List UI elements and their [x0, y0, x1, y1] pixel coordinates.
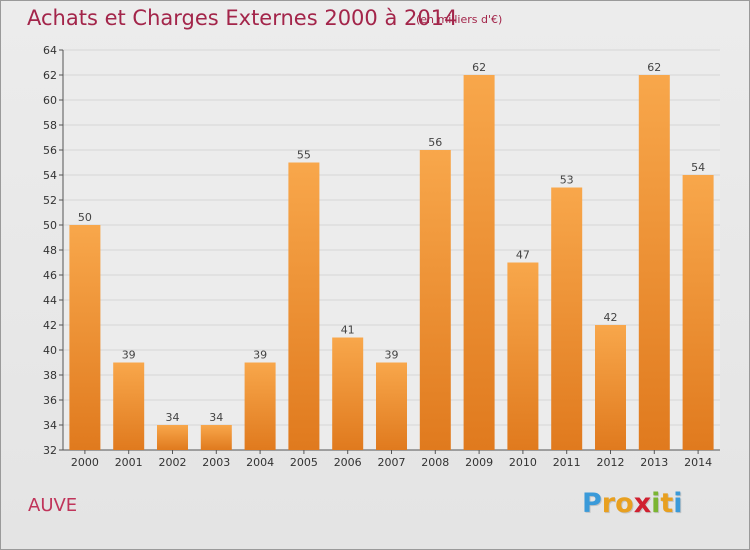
- bars: [69, 75, 714, 451]
- proxiti-logo[interactable]: Proxiti: [582, 488, 683, 519]
- x-tick-label: 2008: [421, 456, 449, 469]
- logo-letter: i: [651, 488, 661, 519]
- bar-2007[interactable]: [376, 362, 407, 451]
- y-tick-label: 56: [43, 144, 57, 157]
- data-label: 55: [297, 149, 311, 162]
- y-tick-label: 32: [43, 444, 57, 457]
- bar-2003[interactable]: [200, 425, 232, 450]
- y-tick-label: 42: [43, 319, 57, 332]
- data-label: 42: [604, 311, 618, 324]
- axes: 32 34 36 38 40 42 44 46 48 50 52 54 56 58 60 62 64 2000 20…: [43, 44, 720, 469]
- data-label: 39: [122, 349, 136, 362]
- logo-letter: r: [601, 488, 616, 519]
- y-tick-label: 48: [43, 244, 57, 257]
- data-label: 62: [647, 61, 661, 74]
- bar-2013[interactable]: [638, 75, 670, 450]
- x-tick-label: 2004: [246, 456, 274, 469]
- bar-2006[interactable]: [332, 337, 364, 451]
- y-tick-label: 50: [43, 219, 57, 232]
- bar-2001[interactable]: [113, 362, 145, 451]
- data-label: 50: [78, 211, 92, 224]
- logo-letter: i: [673, 488, 683, 519]
- logo-letter: P: [582, 488, 602, 519]
- bar-2000[interactable]: [69, 225, 101, 450]
- x-tick-label: 2012: [597, 456, 625, 469]
- y-tick-label: 62: [43, 69, 57, 82]
- x-tick-label: 2010: [509, 456, 537, 469]
- data-label: 39: [385, 349, 399, 362]
- y-tick-label: 44: [43, 294, 57, 307]
- x-tick-label: 2005: [290, 456, 318, 469]
- y-tick-label: 36: [43, 394, 57, 407]
- data-label: 41: [341, 324, 355, 337]
- data-label: 34: [209, 411, 223, 424]
- x-tick-label: 2000: [71, 456, 99, 469]
- data-label: 54: [691, 161, 705, 174]
- y-tick-label: 40: [43, 344, 57, 357]
- data-label: 53: [560, 174, 574, 187]
- y-tick-label: 64: [43, 44, 57, 57]
- bar-2002[interactable]: [157, 425, 188, 450]
- y-tick-label: 54: [43, 169, 57, 182]
- x-tick-label: 2002: [159, 456, 187, 469]
- data-label: 39: [253, 349, 267, 362]
- bar-2014[interactable]: [682, 175, 714, 450]
- x-tick-label: 2006: [334, 456, 362, 469]
- data-label: 47: [516, 249, 530, 262]
- bar-2005[interactable]: [288, 162, 320, 451]
- bar-2012[interactable]: [595, 325, 626, 450]
- bar-2004[interactable]: [244, 362, 276, 451]
- data-label: 56: [428, 136, 442, 149]
- logo-letter: t: [660, 488, 674, 519]
- logo-letter: x: [633, 488, 652, 519]
- bar-2009[interactable]: [463, 75, 495, 450]
- x-tick-label: 2001: [115, 456, 143, 469]
- chart-title: Achats et Charges Externes 2000 à 2014: [27, 6, 458, 30]
- chart-subtitle: (en milliers d'€): [416, 13, 503, 26]
- bar-2008[interactable]: [419, 150, 451, 450]
- x-tick-label: 2013: [640, 456, 668, 469]
- data-label: 34: [166, 411, 180, 424]
- data-labels: 50 39 34 34 39 55 41 39 56 62 47 53 42 62 54: [78, 61, 705, 424]
- x-tick-label: 2011: [553, 456, 581, 469]
- bar-2010[interactable]: [507, 262, 539, 451]
- y-tick-label: 46: [43, 269, 57, 282]
- y-tick-label: 58: [43, 119, 57, 132]
- logo-letter: o: [615, 488, 634, 519]
- y-tick-label: 38: [43, 369, 57, 382]
- bar-2011[interactable]: [551, 187, 583, 451]
- x-tick-label: 2009: [465, 456, 493, 469]
- y-tick-label: 52: [43, 194, 57, 207]
- x-tick-label: 2007: [378, 456, 406, 469]
- x-tick-label: 2003: [202, 456, 230, 469]
- data-label: 62: [472, 61, 486, 74]
- y-tick-label: 60: [43, 94, 57, 107]
- x-tick-label: 2014: [684, 456, 712, 469]
- commune-name: AUVE: [28, 495, 78, 516]
- y-tick-label: 34: [43, 419, 57, 432]
